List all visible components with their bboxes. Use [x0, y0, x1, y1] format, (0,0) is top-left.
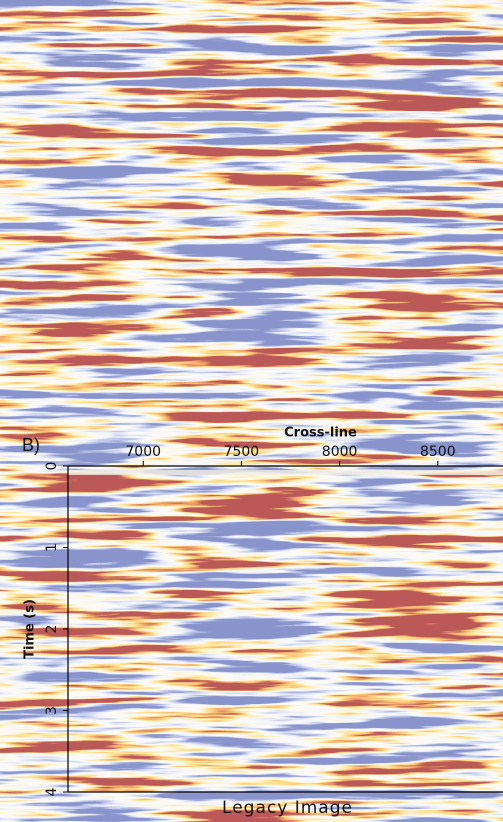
caption: Hires Image	[228, 388, 341, 408]
y-tick-label: 4	[39, 375, 55, 384]
x-axis-label: Cross-line	[284, 426, 357, 441]
y-tick-label: 0	[44, 462, 60, 471]
shallow-band	[63, 54, 503, 59]
y-axis-label: Time (s)	[23, 185, 38, 245]
y-tick-label: 1	[44, 543, 60, 552]
shallow-band	[68, 470, 503, 475]
seismic-image	[63, 50, 503, 380]
panel-label: B)	[22, 435, 40, 455]
y-tick-label: 2	[44, 625, 60, 634]
panel: 7000 7500 8000 8500 0 1 2 3 4 A) Cross-line Time (s…	[10, 8, 503, 408]
y-tick-label: 1	[39, 128, 55, 137]
y-tick-label: 0	[39, 46, 55, 55]
panel-label: A)	[10, 19, 28, 39]
y-tick-label: 3	[44, 706, 60, 715]
x-tick-label: 8000	[322, 444, 358, 460]
x-tick-label: 8500	[414, 28, 450, 44]
x-axis-label: Cross-line	[282, 8, 355, 23]
x-tick-label: 7500	[224, 444, 260, 460]
panel: 7000 7500 8000 8500 0 1 2 3 4 B) Cross-line Time (s…	[22, 426, 503, 818]
y-tick-label: 4	[44, 787, 60, 796]
y-tick-label: 3	[39, 293, 55, 302]
x-tick-label: 8000	[316, 28, 352, 44]
y-axis-label: Time (s)	[23, 599, 38, 659]
caption: Legacy Image	[222, 798, 353, 818]
seismic-image	[68, 466, 503, 792]
x-tick-label: 7000	[125, 444, 161, 460]
y-tick-label: 2	[39, 211, 55, 220]
x-tick-label: 7000	[120, 28, 156, 44]
x-tick-label: 7500	[218, 28, 254, 44]
x-tick-label: 8500	[420, 444, 456, 460]
